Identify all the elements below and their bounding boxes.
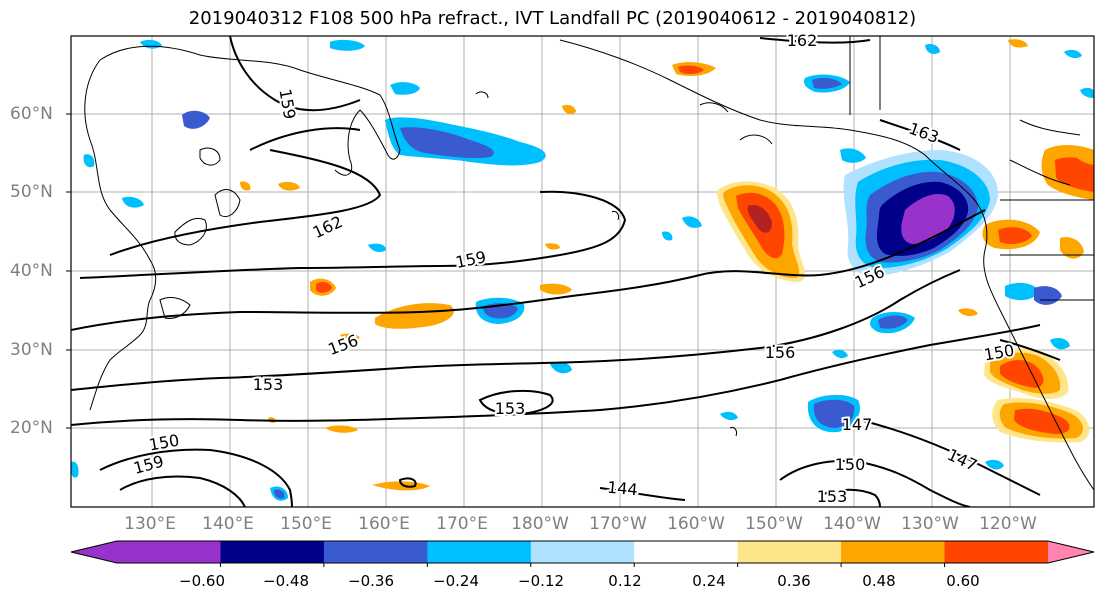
colorbar-segment: [737, 541, 842, 563]
contour-label: 156: [765, 343, 796, 362]
contour-label: 162: [310, 212, 346, 242]
contour-label: 153: [817, 487, 848, 506]
colorbar-tick-label: 0.24: [692, 572, 726, 590]
colorbar-segment: [323, 541, 428, 563]
colorbar-segment: [427, 541, 532, 563]
contour-label: 159: [275, 87, 299, 120]
lat-label: 30°N: [10, 340, 53, 360]
lon-label: 130°E: [124, 514, 176, 534]
colorbar-tick-label: −0.36: [348, 572, 394, 590]
contour-label: 153: [253, 375, 284, 394]
lat-label: 50°N: [10, 182, 53, 202]
refractivity-contours: [71, 36, 1061, 507]
coastlines: [84, 36, 1094, 491]
colorbar-segment: [117, 541, 221, 563]
lon-label: 150°W: [745, 514, 803, 534]
lat-label: 60°N: [10, 104, 53, 124]
colorbar-extend-low: [71, 541, 117, 563]
graticule: [71, 36, 1094, 507]
contour-label: 147: [842, 415, 873, 434]
colorbar-tick-label: −0.24: [433, 572, 479, 590]
colorbar-tick-label: 0.36: [777, 572, 811, 590]
lon-label: 120°W: [979, 514, 1037, 534]
lon-label: 150°E: [280, 514, 332, 534]
lat-label: 40°N: [10, 261, 53, 281]
colorbar-extend-high: [1048, 541, 1094, 563]
contour-label: 153: [495, 399, 526, 418]
lat-label: 20°N: [10, 418, 53, 438]
shaded-field: [71, 39, 1094, 501]
colorbar-segment: [530, 541, 635, 563]
lon-label: 160°E: [358, 514, 410, 534]
colorbar-segment: [220, 541, 325, 563]
contour-label: 163: [906, 119, 941, 147]
map-title: 2019040312 F108 500 hPa refract., IVT La…: [188, 8, 917, 29]
contour-label: 150: [835, 455, 866, 474]
colorbar-segment: [634, 541, 739, 563]
colorbar-tick-label: −0.12: [518, 572, 564, 590]
colorbar: [70, 540, 1095, 567]
contour-label: 147: [944, 445, 980, 475]
colorbar-tick-label: 0.60: [946, 572, 980, 590]
lon-label: 160°W: [667, 514, 725, 534]
contour-label: 144: [606, 478, 638, 500]
colorbar-segment: [841, 541, 946, 563]
contour-label: 159: [131, 452, 165, 478]
lon-label: 170°W: [589, 514, 647, 534]
colorbar-tick-label: −0.60: [179, 572, 225, 590]
lon-label: 180°W: [511, 514, 569, 534]
contour-label: 156: [326, 331, 361, 359]
lon-label: 140°E: [202, 514, 254, 534]
lon-label: 140°W: [823, 514, 881, 534]
contour-label: 159: [454, 247, 488, 272]
colorbar-outline: [70, 540, 1095, 564]
colorbar-tick-label: 0.48: [862, 572, 896, 590]
colorbar-segment: [944, 541, 1049, 563]
colorbar-tick-label: 0.12: [608, 572, 642, 590]
lon-label: 170°E: [436, 514, 488, 534]
colorbar-tick-label: −0.48: [263, 572, 309, 590]
contour-label: 162: [787, 31, 818, 50]
lon-label: 130°W: [901, 514, 959, 534]
